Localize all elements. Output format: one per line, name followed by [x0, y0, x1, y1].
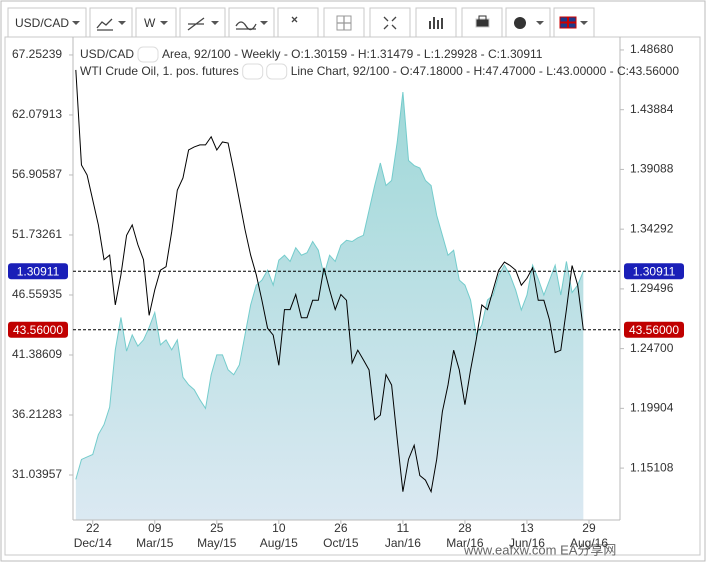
legend-name: USD/CAD — [80, 47, 134, 61]
legend-description: Line Chart, 92/100 - O:47.18000 - H:47.4… — [291, 64, 680, 78]
x-tick-period: May/15 — [197, 536, 237, 550]
x-tick-label: 10 — [272, 521, 286, 535]
current-value-badge-right — [624, 321, 684, 338]
current-value-label-left: 43.56000 — [13, 323, 63, 337]
x-tick-label: 28 — [458, 521, 472, 535]
y-tick-label: 56.90587 — [12, 167, 62, 181]
x-tick-label: 25 — [210, 521, 224, 535]
area-fill — [75, 92, 584, 521]
watermark: www.eafxw.com EA分享网 — [463, 542, 616, 557]
x-tick-label: 13 — [520, 521, 534, 535]
y-tick-label: 51.73261 — [12, 227, 62, 241]
x-tick-period: Mar/16 — [446, 536, 484, 550]
y2-tick-label: 1.24700 — [630, 341, 674, 355]
language-button[interactable] — [553, 7, 595, 39]
x-tick-label: 22 — [86, 521, 100, 535]
current-value-badge-right — [624, 263, 684, 280]
period: W — [144, 16, 156, 30]
x-tick-label: 29 — [582, 521, 596, 535]
x-tick-period: Dec/14 — [74, 536, 112, 550]
indicator-button[interactable] — [228, 7, 275, 39]
x-tick-period: Oct/15 — [323, 536, 359, 550]
current-value-label-right: 43.56000 — [629, 323, 679, 337]
x-tick-period: Jun/16 — [509, 536, 545, 550]
layout-button[interactable] — [323, 7, 365, 39]
current-value-label-left: 1.30911 — [17, 264, 60, 278]
volume-button[interactable] — [415, 7, 457, 39]
x-tick-label: 26 — [334, 521, 348, 535]
symbol-button[interactable]: USD/CAD — [7, 7, 87, 39]
current-value-badge-left — [8, 321, 68, 338]
legend-box — [137, 46, 159, 63]
compare-button[interactable] — [505, 7, 551, 39]
current-value-label-right: 1.30911 — [633, 264, 676, 278]
symbol: USD/CAD — [15, 16, 69, 30]
chart-type-button[interactable] — [89, 7, 133, 39]
draw-button[interactable] — [179, 7, 226, 39]
x-tick-period: Aug/15 — [260, 536, 298, 550]
y-tick-label: 36.21283 — [12, 407, 62, 421]
period-button[interactable]: W — [135, 7, 177, 39]
y2-tick-label: 1.15108 — [630, 460, 674, 474]
print-button[interactable] — [461, 7, 503, 39]
legend-name: WTI Crude Oil, 1. pos. futures — [80, 64, 239, 78]
y-tick-label: 67.25239 — [12, 47, 62, 61]
y-tick-label: 46.55935 — [12, 287, 62, 301]
y-tick-label: 62.07913 — [12, 107, 62, 121]
legend-description: Area, 92/100 - Weekly - O:1.30159 - H:1.… — [162, 47, 543, 61]
x-tick-label: 09 — [148, 521, 162, 535]
legend-box — [242, 63, 264, 80]
x-tick-label: 11 — [397, 521, 410, 535]
y2-tick-label: 1.43884 — [630, 102, 674, 116]
y-tick-label: 31.03957 — [12, 467, 62, 481]
fullscreen-button[interactable] — [369, 7, 411, 39]
x-tick-period: Mar/15 — [136, 536, 174, 550]
current-value-badge-left — [8, 263, 68, 280]
toolbar: USD/CAD W — [7, 7, 595, 39]
x-tick-period: Aug/16 — [570, 536, 608, 550]
legend-box — [266, 63, 288, 80]
y2-tick-label: 1.48680 — [630, 42, 674, 56]
y-tick-label: 41.38609 — [12, 347, 62, 361]
y2-tick-label: 1.39088 — [630, 162, 674, 176]
area-line — [75, 91, 584, 480]
x-tick-period: Jan/16 — [385, 536, 421, 550]
y2-tick-label: 1.29496 — [630, 281, 674, 295]
y2-tick-label: 1.19904 — [630, 401, 674, 415]
y2-tick-label: 1.34292 — [630, 221, 674, 235]
price-line — [75, 69, 584, 494]
clear-button[interactable] — [277, 7, 319, 39]
